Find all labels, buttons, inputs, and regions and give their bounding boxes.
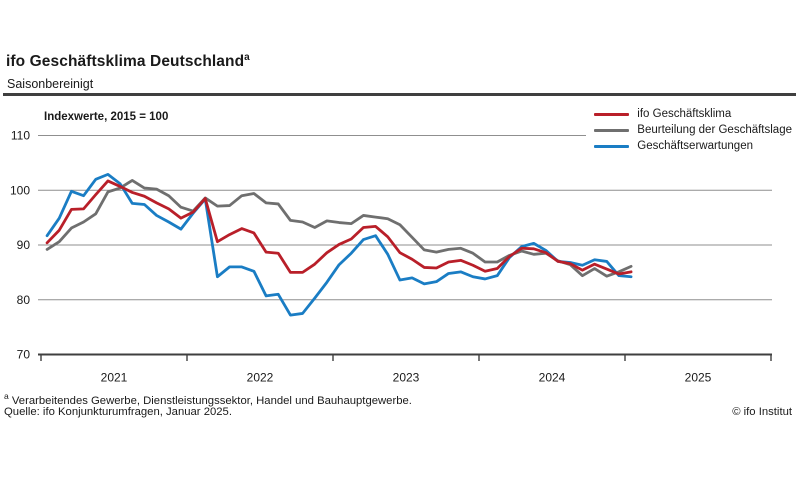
legend-item-geschaeftsklima: ifo Geschäftsklima xyxy=(594,107,792,121)
y-axis-label-100: 100 xyxy=(10,183,30,197)
footnote: a Verarbeitendes Gewerbe, Dienstleistung… xyxy=(4,391,412,407)
series-line-1 xyxy=(45,179,633,278)
x-axis-label-2024: 2024 xyxy=(539,371,566,385)
legend-label: ifo Geschäftsklima xyxy=(637,108,732,120)
legend-label: Beurteilung der Geschäftslage xyxy=(637,124,792,136)
series-line-2 xyxy=(45,172,633,317)
page-subtitle: Saisonbereinigt xyxy=(7,77,94,91)
source-row: Quelle: ifo Konjunkturumfragen, Januar 2… xyxy=(4,406,792,418)
x-axis-label-2023: 2023 xyxy=(393,371,420,385)
source-text: Quelle: ifo Konjunkturumfragen, Januar 2… xyxy=(4,406,232,418)
chart-legend: ifo Geschäftsklima Beurteilung der Gesch… xyxy=(586,105,794,155)
legend-item-geschaeftserwartungen: Geschäftserwartungen xyxy=(594,139,792,153)
page-title-superscript: a xyxy=(244,52,250,63)
y-axis-label-110: 110 xyxy=(11,129,30,143)
footnote-text: Verarbeitendes Gewerbe, Dienstleistungss… xyxy=(11,394,412,407)
legend-line-swatch-gray xyxy=(594,128,630,132)
legend-item-geschaeftslage: Beurteilung der Geschäftslage xyxy=(594,123,792,137)
copyright-text: © ifo Institut xyxy=(732,406,792,418)
series-line-0 xyxy=(45,179,633,276)
legend-line-swatch-blue xyxy=(594,144,630,148)
page-title-text: ifo Geschäftsklima Deutschland xyxy=(6,53,245,71)
header-rule xyxy=(3,93,796,96)
x-axis-label-2022: 2022 xyxy=(247,371,274,385)
y-axis-label-80: 80 xyxy=(17,293,31,307)
y-axis-label-70: 70 xyxy=(17,348,31,362)
x-axis-label-2021: 2021 xyxy=(101,371,128,385)
axis-unit-note: Indexwerte, 2015 = 100 xyxy=(44,111,169,123)
y-axis-label-90: 90 xyxy=(17,238,31,252)
legend-line-swatch-red xyxy=(594,112,630,116)
footnote-marker: a xyxy=(4,391,9,401)
x-axis-label-2025: 2025 xyxy=(685,371,712,385)
page-title: ifo Geschäftsklima Deutschlanda xyxy=(6,52,250,71)
legend-label: Geschäftserwartungen xyxy=(637,140,753,152)
